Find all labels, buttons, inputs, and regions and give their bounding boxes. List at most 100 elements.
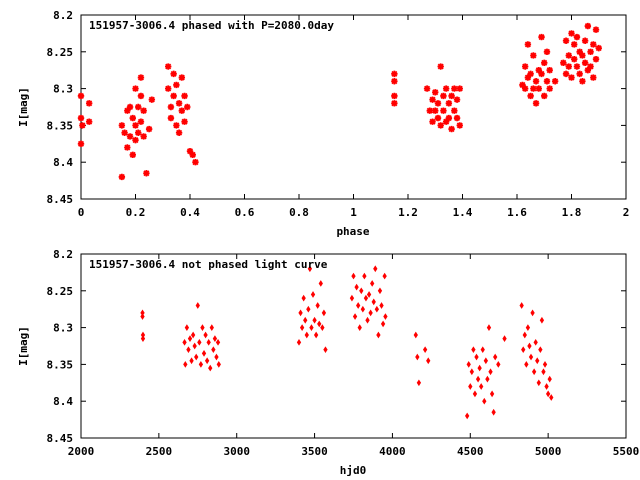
data-point	[132, 136, 139, 144]
data-point	[121, 129, 128, 136]
data-points	[77, 22, 602, 181]
data-point	[544, 383, 549, 390]
data-point	[137, 92, 145, 100]
data-points	[140, 265, 554, 420]
x-tick-label: 4000	[379, 445, 406, 458]
data-point	[422, 346, 428, 354]
x-tick-label: 4500	[457, 445, 484, 458]
data-point	[590, 74, 597, 81]
data-point	[521, 346, 526, 354]
data-point	[423, 85, 431, 92]
data-point	[373, 265, 378, 273]
data-point	[434, 114, 442, 122]
y-tick-labels: 8.2 8.25 8.3 8.35 8.4 8.45	[47, 248, 74, 445]
data-point	[456, 85, 463, 92]
data-point	[521, 85, 529, 92]
plot-frame	[80, 253, 627, 439]
data-point	[181, 92, 188, 100]
data-point	[448, 92, 455, 100]
y-tick-label: 8.25	[47, 285, 74, 298]
data-point	[140, 107, 147, 114]
data-point	[535, 85, 542, 92]
data-point	[77, 92, 85, 100]
data-point	[573, 63, 581, 70]
data-point	[182, 338, 187, 346]
data-point	[359, 287, 364, 295]
data-point	[349, 294, 355, 302]
data-point	[493, 353, 498, 361]
data-point	[306, 305, 311, 313]
data-point	[541, 368, 546, 376]
data-point	[445, 114, 453, 122]
data-point	[321, 309, 327, 317]
x-tick-label: 1.8	[562, 206, 582, 219]
data-point	[562, 37, 570, 44]
data-point	[173, 81, 180, 89]
data-point	[304, 331, 309, 339]
data-point	[522, 331, 527, 339]
data-point	[538, 70, 545, 78]
data-point	[126, 103, 134, 111]
data-point	[354, 283, 359, 291]
data-point	[541, 59, 548, 67]
data-point	[584, 22, 592, 30]
x-tick-label: 2000	[68, 445, 95, 458]
data-point	[571, 55, 578, 63]
data-point	[546, 67, 553, 74]
data-point	[483, 357, 489, 365]
data-point	[118, 173, 126, 181]
data-point	[370, 280, 375, 287]
data-point	[124, 144, 131, 151]
data-point	[545, 390, 551, 398]
data-point	[135, 103, 142, 111]
data-point	[456, 122, 463, 129]
data-point	[527, 92, 534, 100]
x-tick-label: 3000	[223, 445, 250, 458]
phased-light-curve-panel: 0 0.2 0.4 0.6 0.8 1 1.2 1.4 1.6 1.8 2 8.28.258.38.…	[17, 9, 629, 238]
y-tick-label: 8.2	[53, 248, 73, 261]
x-tick-label: 1.6	[507, 206, 527, 219]
data-point	[175, 100, 183, 107]
y-tick-label: 8.4	[53, 156, 73, 169]
data-point	[132, 122, 139, 129]
data-point	[203, 331, 208, 339]
data-point	[187, 335, 193, 342]
data-point	[178, 74, 186, 81]
data-point	[323, 346, 328, 354]
data-point	[365, 316, 370, 324]
data-point	[477, 364, 482, 372]
data-point	[413, 331, 418, 339]
x-tick-label: 1.4	[453, 206, 473, 219]
data-point	[542, 361, 548, 368]
data-point	[568, 74, 575, 81]
data-point	[189, 357, 194, 365]
y-tick-label: 8.45	[47, 432, 74, 445]
data-point	[391, 78, 398, 85]
data-point	[576, 70, 583, 78]
data-point	[581, 59, 589, 67]
x-axis-label: phase	[336, 225, 369, 238]
data-point	[488, 368, 493, 376]
data-point	[206, 338, 211, 346]
data-point	[366, 291, 372, 298]
y-tick-label: 8.45	[47, 193, 74, 206]
data-point	[186, 147, 194, 155]
data-point	[85, 100, 93, 107]
data-point	[530, 309, 535, 317]
data-point	[298, 309, 303, 317]
data-point	[391, 70, 398, 78]
data-point	[448, 125, 455, 133]
data-point	[211, 346, 216, 354]
data-point	[356, 302, 361, 309]
data-point	[524, 74, 532, 81]
data-point	[195, 302, 200, 309]
data-point	[320, 324, 325, 331]
data-point	[313, 331, 319, 339]
data-point	[549, 394, 554, 401]
data-point	[194, 353, 199, 361]
data-point	[524, 361, 529, 368]
data-point	[173, 122, 180, 129]
data-point	[491, 408, 496, 416]
data-point	[468, 383, 473, 390]
data-point	[310, 291, 316, 298]
